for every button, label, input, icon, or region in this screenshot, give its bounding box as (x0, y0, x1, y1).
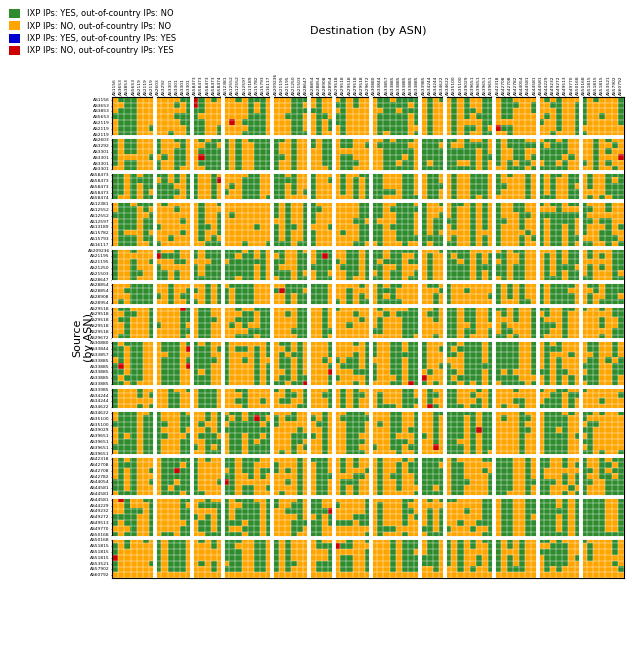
X-axis label: Destination (by ASN): Destination (by ASN) (310, 26, 426, 36)
Legend: IXP IPs: YES, out-of-country IPs: NO, IXP IPs: NO, out-of-country IPs: NO, IXP I: IXP IPs: YES, out-of-country IPs: NO, IX… (8, 7, 177, 57)
Y-axis label: Source
(by ASN): Source (by ASN) (73, 313, 94, 362)
